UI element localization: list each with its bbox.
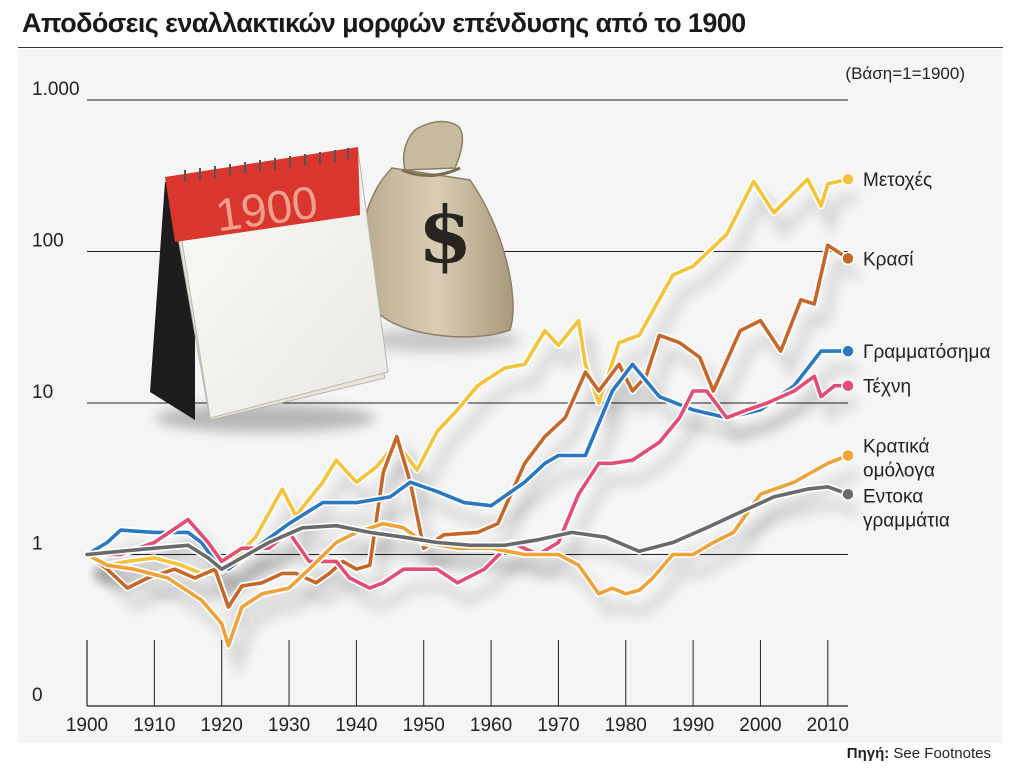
- series-label-μετοχές: Μετοχές: [863, 170, 932, 191]
- series-label-εντοκα-γραμμάτια: Εντοκα γραμμάτια: [863, 487, 950, 532]
- x-tick-label: 1970: [537, 715, 579, 736]
- money-bag-illustration: $: [360, 120, 520, 352]
- source-label: Πηγή:: [846, 745, 890, 762]
- series-lines: [83, 172, 855, 650]
- x-tick-label: 2010: [807, 715, 849, 736]
- series-label-κρασί: Κρασί: [863, 249, 914, 270]
- y-tick-label: 10: [32, 382, 53, 403]
- x-tick-label: 1920: [201, 715, 243, 736]
- base-note: (Βάση=1=1900): [845, 64, 965, 83]
- x-tick-label: 1910: [133, 715, 175, 736]
- x-tick-label: 1950: [403, 715, 445, 736]
- series-label-γραμματόσημα: Γραμματόσημα: [863, 342, 990, 363]
- source-text: See Footnotes: [893, 745, 991, 762]
- x-tick-label: 1930: [268, 715, 310, 736]
- y-tick-label: 1.000: [32, 79, 80, 100]
- x-axis: 1900 1910 1920 1930 1940 1950 1960 1970 1980 1990…: [66, 640, 849, 736]
- series-line-γραμματόσημα: [85, 349, 850, 571]
- x-tick-label: 2000: [739, 715, 781, 736]
- series-end-dot-γραμματόσημα: [841, 344, 855, 358]
- x-tick-label: 1900: [66, 715, 108, 736]
- series-end-dot-εντοκα-γραμμάτια: [841, 487, 855, 501]
- y-tick-label: 1: [32, 534, 43, 555]
- series-end-dot-μετοχές: [841, 172, 855, 186]
- series-labels: Μετοχές Κρασί Γραμματόσημα Τέχνη Κρατικά ομόλ…: [863, 170, 990, 531]
- series-end-dot-τέχνη: [841, 378, 855, 393]
- dollar-sign-icon: $: [418, 190, 472, 281]
- series-label-τέχνη: Τέχνη: [863, 377, 911, 398]
- title-rule: [18, 47, 1003, 48]
- x-tick-label: 1990: [672, 715, 714, 736]
- source-note: Πηγή: See Footnotes: [847, 745, 991, 762]
- x-tick-label: 1960: [470, 715, 512, 736]
- calendar-rings: [184, 148, 349, 182]
- series-line-κρασί: [85, 243, 850, 609]
- series-end-dot-κρασί: [841, 251, 855, 266]
- calendar-illustration: 1900: [150, 147, 389, 432]
- chart-title: Αποδόσεις εναλλακτικών μορφών επένδυσης …: [22, 8, 746, 38]
- x-tick-label: 1980: [605, 715, 647, 736]
- x-tick-label: 1940: [335, 715, 377, 736]
- series-line-εντοκα-γραμμάτια: [85, 485, 850, 571]
- series-label-κρατικά-ομόλογα: Κρατικά ομόλογα: [863, 437, 935, 482]
- y-tick-label: 0: [32, 685, 43, 706]
- y-tick-label: 100: [32, 231, 64, 252]
- series-end-dot-κρατικά-ομόλογα: [841, 448, 855, 463]
